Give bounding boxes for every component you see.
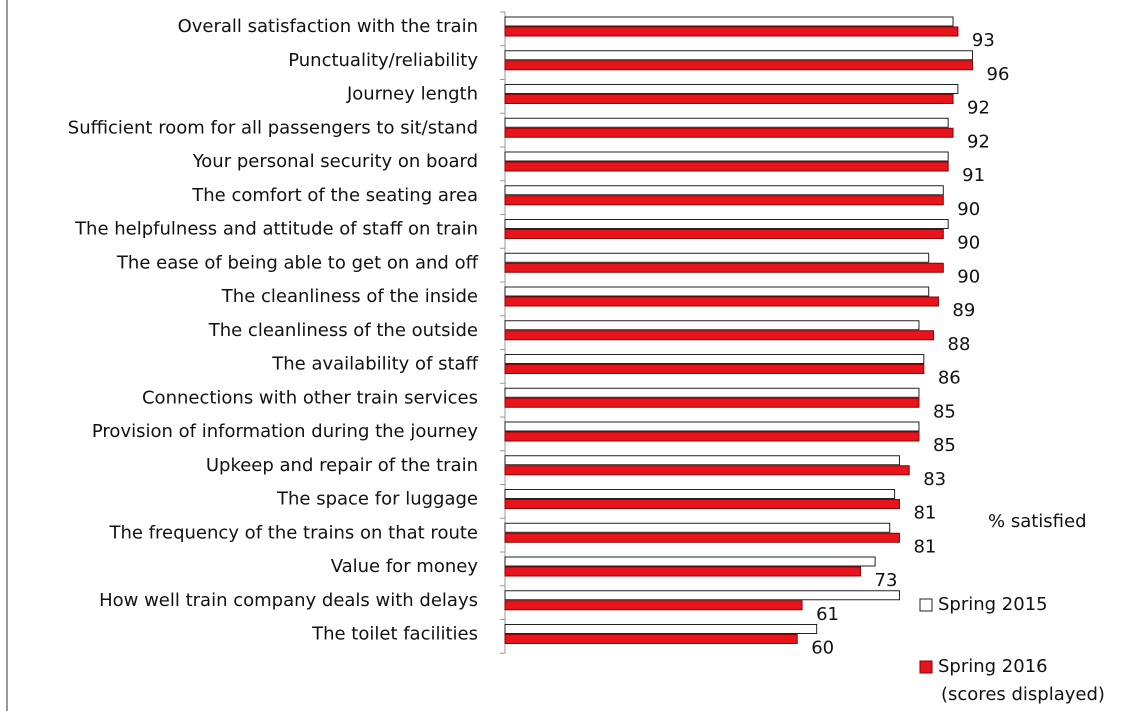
bar [504, 532, 900, 543]
category-label: Overall satisfaction with the train [178, 16, 478, 37]
category-label: Connections with other train services [142, 387, 478, 408]
bar [504, 161, 949, 172]
category-label: The helpfulness and attitude of staff on… [74, 219, 478, 240]
bar [504, 252, 930, 263]
bar [504, 50, 974, 61]
bar [504, 60, 974, 71]
bar [504, 262, 944, 273]
unit-label: % satisfied [988, 511, 1087, 532]
bar [504, 566, 862, 577]
legend-swatch [919, 660, 933, 674]
category-label: Upkeep and repair of the train [206, 455, 478, 476]
value-label: 90 [957, 199, 980, 220]
category-label: Your personal security on board [192, 151, 478, 172]
value-label: 90 [957, 266, 980, 287]
category-label: Journey length [346, 84, 478, 105]
legend-label: Spring 2016 [938, 656, 1048, 677]
category-label: Sufficient room for all passengers to si… [68, 117, 478, 138]
value-label: 92 [967, 131, 990, 152]
bar [504, 16, 954, 27]
bar [504, 600, 803, 611]
value-label: 96 [987, 64, 1010, 85]
bar [504, 229, 944, 239]
bar [504, 556, 876, 567]
bar [504, 127, 954, 138]
bar [504, 421, 920, 432]
bar [504, 84, 959, 94]
bar [504, 320, 920, 331]
value-label: 73 [875, 570, 898, 591]
value-label: 61 [816, 604, 839, 625]
category-label: The toilet facilities [311, 624, 478, 645]
category-label: The cleanliness of the inside [221, 286, 478, 307]
bar [504, 296, 939, 307]
category-label: The comfort of the seating area [191, 185, 478, 206]
legend-label: Spring 2015 [938, 594, 1048, 615]
category-label: The space for luggage [276, 489, 478, 510]
category-label: The ease of being able to get on and off [116, 252, 479, 273]
value-label: 92 [967, 98, 990, 119]
category-label: How well train company deals with delays [99, 590, 478, 611]
value-label: 88 [948, 334, 971, 355]
bar [504, 354, 925, 364]
category-label: The cleanliness of the outside [208, 320, 478, 341]
bar [504, 522, 891, 533]
bar [504, 465, 910, 476]
category-label: Provision of information during the jour… [92, 421, 478, 442]
category-label: Punctuality/reliability [288, 50, 478, 71]
bar [504, 634, 798, 644]
value-label: 91 [962, 165, 985, 186]
bar [504, 431, 920, 442]
value-label: 81 [913, 536, 936, 557]
bar [504, 151, 949, 162]
bar [504, 489, 896, 499]
bar [504, 397, 920, 408]
category-label: Value for money [331, 556, 479, 577]
value-label: 60 [811, 638, 834, 659]
bar [504, 455, 900, 466]
bar [504, 364, 925, 374]
bar [504, 499, 900, 509]
bar [504, 185, 944, 196]
bar [504, 195, 944, 206]
value-label: 83 [923, 469, 946, 490]
bar [504, 590, 900, 601]
value-label: 90 [957, 233, 980, 254]
value-label: 86 [938, 368, 961, 389]
bar [504, 286, 930, 297]
value-label: 93 [972, 30, 995, 51]
bar [504, 387, 920, 398]
bar [504, 624, 818, 634]
bar [504, 330, 935, 341]
bar [504, 219, 949, 229]
value-label: 85 [933, 435, 956, 456]
category-label: The availability of staff [271, 354, 478, 375]
value-label: 85 [933, 401, 956, 422]
legend-note: (scores displayed) [941, 684, 1105, 705]
value-label: 89 [952, 300, 975, 321]
legend-swatch [919, 598, 933, 612]
bar [504, 117, 949, 128]
bar [504, 94, 954, 104]
bar [504, 26, 959, 37]
category-label: The frequency of the trains on that rout… [108, 522, 478, 543]
value-label: 81 [913, 503, 936, 524]
